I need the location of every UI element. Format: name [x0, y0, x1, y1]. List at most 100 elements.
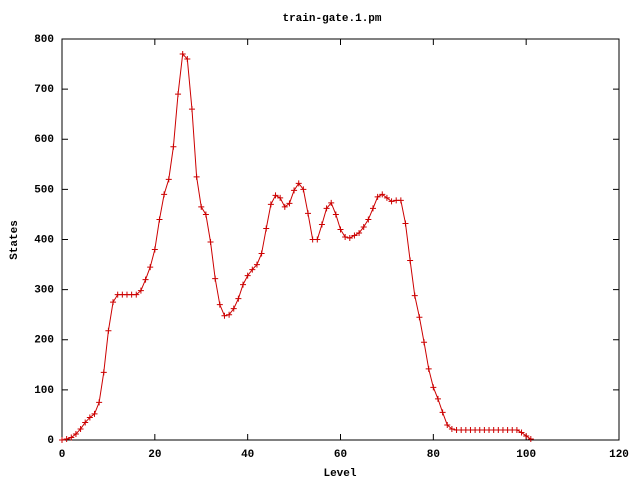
- point-marker: [444, 421, 451, 428]
- point-marker: [267, 201, 274, 208]
- point-marker: [342, 233, 349, 240]
- x-tick-label: 40: [241, 449, 254, 461]
- x-tick-label: 120: [609, 449, 629, 461]
- y-tick-label: 700: [34, 84, 54, 96]
- point-marker: [332, 211, 339, 218]
- x-tick-label: 20: [148, 449, 161, 461]
- point-marker: [295, 180, 302, 187]
- y-tick-label: 500: [34, 184, 54, 196]
- point-marker: [179, 51, 186, 58]
- point-marker: [198, 203, 205, 210]
- point-marker: [369, 205, 376, 212]
- point-marker: [147, 264, 154, 271]
- point-marker: [383, 194, 390, 201]
- point-marker: [314, 236, 321, 243]
- point-marker: [425, 365, 432, 372]
- point-marker: [360, 223, 367, 230]
- point-marker: [351, 232, 358, 239]
- y-tick-label: 100: [34, 385, 54, 397]
- x-axis-label: Level: [323, 468, 356, 480]
- point-marker: [402, 220, 409, 227]
- point-marker: [230, 305, 237, 312]
- point-marker: [416, 314, 423, 321]
- y-axis-label: States: [9, 220, 21, 260]
- x-tick-label: 0: [59, 449, 66, 461]
- point-marker: [365, 216, 372, 223]
- x-tick-label: 80: [427, 449, 440, 461]
- point-marker: [235, 295, 242, 302]
- point-marker: [397, 197, 404, 204]
- point-marker: [133, 291, 140, 298]
- point-marker: [216, 301, 223, 308]
- point-marker: [527, 435, 534, 442]
- point-marker: [142, 276, 149, 283]
- point-marker: [430, 384, 437, 391]
- point-marker: [388, 198, 395, 205]
- point-marker: [68, 434, 75, 441]
- point-marker: [175, 91, 182, 98]
- plot-frame: [61, 38, 620, 441]
- x-tick-label: 60: [334, 449, 347, 461]
- point-marker: [207, 239, 214, 246]
- data-line: [61, 52, 532, 441]
- point-marker: [518, 429, 525, 436]
- y-tick-label: 0: [47, 435, 54, 447]
- point-marker: [100, 369, 107, 376]
- y-tick-label: 400: [34, 234, 54, 246]
- point-marker: [286, 200, 293, 207]
- point-marker: [193, 173, 200, 180]
- point-marker: [170, 143, 177, 150]
- point-marker: [291, 187, 298, 194]
- point-marker: [244, 272, 251, 279]
- point-marker: [281, 203, 288, 210]
- y-tick-label: 600: [34, 134, 54, 146]
- point-marker: [448, 425, 455, 432]
- point-marker: [91, 410, 98, 417]
- point-marker: [523, 432, 530, 439]
- point-marker: [323, 205, 330, 212]
- point-marker: [72, 430, 79, 437]
- point-marker: [96, 399, 103, 406]
- point-marker: [337, 226, 344, 233]
- point-marker: [226, 311, 233, 318]
- y-tick-label: 200: [34, 335, 54, 347]
- point-marker: [421, 339, 428, 346]
- point-marker: [59, 437, 65, 443]
- y-tick-label: 300: [34, 285, 54, 297]
- point-marker: [263, 225, 270, 232]
- point-marker: [253, 261, 260, 268]
- point-marker: [346, 234, 353, 241]
- point-marker: [434, 395, 441, 402]
- point-marker: [86, 414, 93, 421]
- point-marker: [151, 246, 158, 253]
- point-marker: [63, 435, 70, 442]
- point-marker: [240, 281, 247, 288]
- point-marker: [356, 229, 363, 236]
- point-marker: [379, 191, 386, 198]
- point-marker: [184, 56, 191, 63]
- point-marker: [439, 409, 446, 416]
- point-marker: [77, 425, 84, 432]
- point-marker: [300, 186, 307, 193]
- point-marker: [110, 299, 117, 306]
- point-marker: [202, 211, 209, 218]
- point-marker: [161, 191, 168, 198]
- point-marker: [249, 266, 256, 273]
- point-marker: [277, 194, 284, 201]
- point-marker: [374, 193, 381, 200]
- point-marker: [328, 199, 335, 206]
- point-marker: [165, 176, 172, 183]
- chart-title: train-gate.1.pm: [282, 13, 381, 25]
- point-marker: [221, 312, 228, 319]
- point-marker: [411, 292, 418, 299]
- point-marker: [407, 257, 414, 264]
- x-tick-label: 100: [516, 449, 536, 461]
- point-marker: [513, 426, 520, 433]
- point-marker: [105, 327, 112, 334]
- point-marker: [156, 216, 163, 223]
- point-marker: [272, 192, 279, 199]
- point-marker: [137, 287, 144, 294]
- point-marker: [258, 250, 265, 257]
- point-marker: [318, 221, 325, 228]
